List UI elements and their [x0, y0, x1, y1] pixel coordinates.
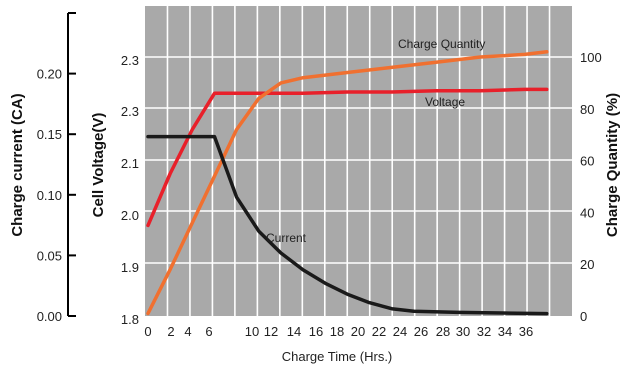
x-tick-label: 34 [498, 324, 512, 339]
x-tick-label: 16 [309, 324, 323, 339]
x-tick-label: 36 [519, 324, 533, 339]
axes: 0.00 0.05 0.10 0.15 0.20 1.8 1.9 2.0 2.1 2.3 2.3 0 2… [37, 12, 602, 339]
x-tick-label: 22 [372, 324, 386, 339]
x-tick-label: 28 [436, 324, 450, 339]
x-tick-label: 30 [456, 324, 470, 339]
x-tick-label: 6 [205, 324, 212, 339]
x-tick-label: 18 [330, 324, 344, 339]
current-tick-label: 0.05 [37, 248, 62, 263]
x-axis-title: Charge Time (Hrs.) [282, 349, 393, 364]
charge-quantity-tick-label: 0 [580, 309, 587, 324]
voltage-tick-label: 1.8 [121, 312, 139, 327]
plot-area [145, 6, 572, 316]
labels: Charge Time (Hrs.) Charge current (CA) Cel… [9, 37, 621, 364]
x-tick-label: 4 [184, 324, 191, 339]
series-layer [146, 50, 549, 316]
voltage-label: Voltage [425, 95, 465, 109]
current-axis-title: Charge current (CA) [9, 93, 26, 236]
current-tick-label: 0.00 [37, 309, 62, 324]
x-tick-label: 0 [144, 324, 151, 339]
x-tick-label: 14 [287, 324, 301, 339]
voltage-tick-label: 2.3 [121, 53, 139, 68]
voltage-tick-label: 1.9 [121, 260, 139, 275]
charge-quantity-axis-title: Charge Quantity (%) [604, 93, 621, 237]
voltage-tick-label: 2.0 [121, 208, 139, 223]
x-tick-label: 12 [264, 324, 278, 339]
charge-quantity-line [146, 50, 549, 316]
voltage-tick-label: 2.3 [121, 104, 139, 119]
plot-background [145, 6, 572, 316]
current-line [146, 134, 549, 316]
x-tick-label: 2 [167, 324, 174, 339]
x-tick-label: 24 [393, 324, 407, 339]
charge-quantity-label: Charge Quantity [398, 37, 485, 51]
charge-quantity-tick-label: 20 [580, 257, 594, 272]
charge-quantity-tick-label: 80 [580, 102, 594, 117]
x-tick-label: 10 [245, 324, 259, 339]
current-tick-label: 0.20 [37, 67, 62, 82]
voltage-tick-label: 2.1 [121, 156, 139, 171]
current-tick-label: 0.15 [37, 127, 62, 142]
grid [145, 6, 572, 316]
x-tick-label: 32 [477, 324, 491, 339]
charge-quantity-tick-label: 40 [580, 205, 594, 220]
charge-quantity-tick-label: 60 [580, 154, 594, 169]
voltage-axis-title: Cell Voltage(V) [90, 113, 107, 218]
current-label: Current [266, 231, 307, 245]
x-tick-label: 20 [351, 324, 365, 339]
x-tick-label: 26 [414, 324, 428, 339]
charge-quantity-tick-label: 100 [580, 50, 602, 65]
current-tick-label: 0.10 [37, 188, 62, 203]
